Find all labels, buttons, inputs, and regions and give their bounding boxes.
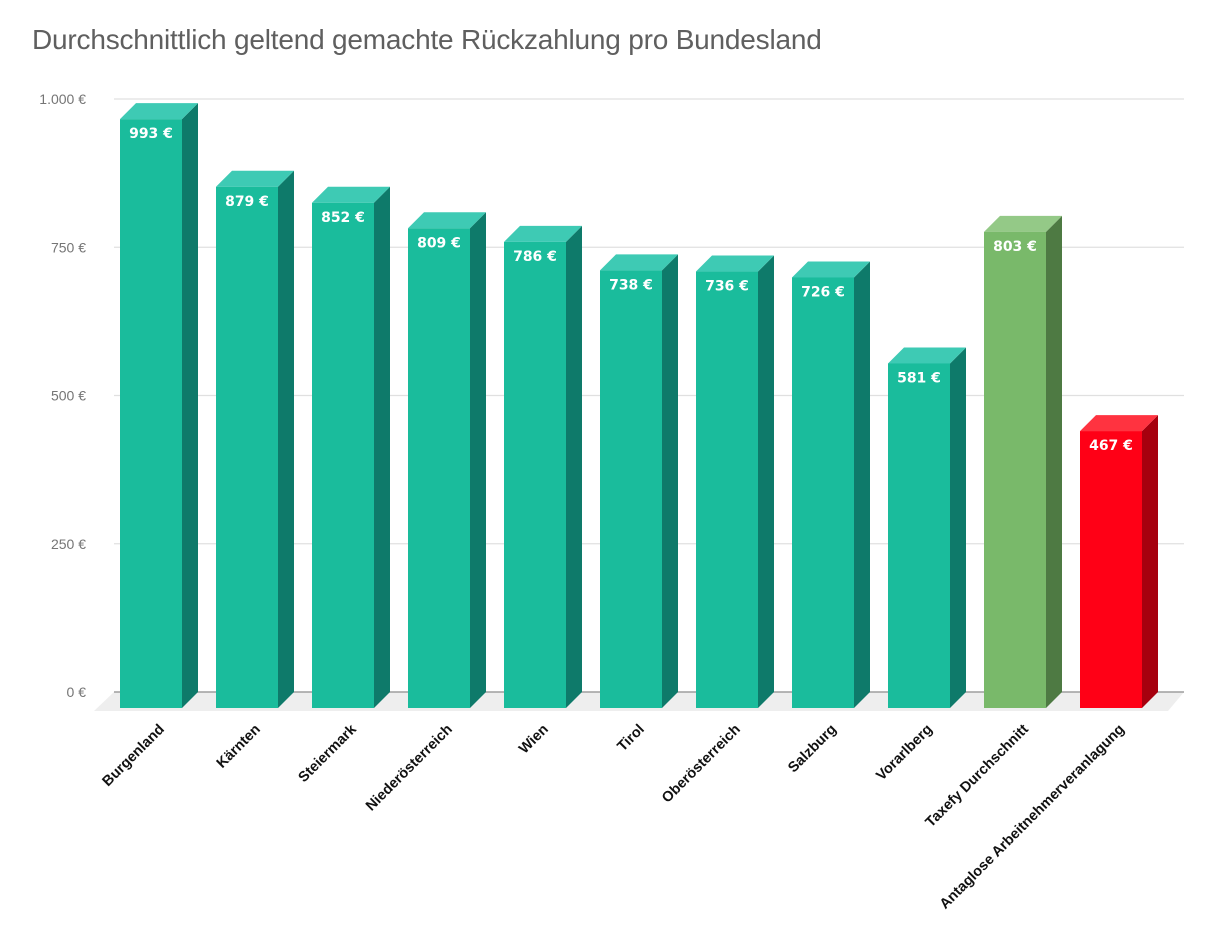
value-label: 786 € <box>513 249 557 265</box>
bar-front-face <box>984 231 1046 709</box>
bar-front-face <box>312 202 374 708</box>
bar-tirol[interactable]: 738 € <box>600 254 678 708</box>
x-category-label: Taxefy Durchschnitt <box>923 721 1032 830</box>
bar-top-face <box>696 255 774 272</box>
value-label: 736 € <box>705 279 749 295</box>
bar-side-face <box>854 261 870 708</box>
value-label: 852 € <box>321 210 365 226</box>
y-tick-label: 250 € <box>51 536 86 552</box>
y-tick-label: 1.000 € <box>39 91 86 107</box>
bar-side-face <box>182 103 198 708</box>
bar-side-face <box>566 225 582 709</box>
bar-front-face <box>504 241 566 709</box>
bar-front-face <box>408 228 470 708</box>
x-category-label: Burgenland <box>100 722 168 790</box>
bar-side-face <box>278 170 294 709</box>
y-tick-label: 500 € <box>51 388 86 404</box>
bar-kärnten[interactable]: 879 € <box>216 170 294 709</box>
bar-salzburg[interactable]: 726 € <box>792 261 870 708</box>
value-label: 993 € <box>129 126 173 142</box>
bar-wien[interactable]: 786 € <box>504 225 582 709</box>
x-category-label: Tirol <box>614 722 647 755</box>
bar-top-face <box>408 212 486 229</box>
bar-top-face <box>1080 415 1158 432</box>
bar-top-face <box>600 254 678 271</box>
bar-top-face <box>312 186 390 203</box>
x-category-label: Niederösterreich <box>363 722 456 815</box>
bars: 993 € 879 € 852 € 809 € 786 € 738 € 736 € 726 €… <box>120 103 1158 709</box>
bar-side-face <box>950 347 966 708</box>
bar-side-face <box>1046 215 1062 709</box>
bar-front-face <box>1080 431 1142 708</box>
bar-top-face <box>792 261 870 278</box>
value-label: 738 € <box>609 277 653 293</box>
x-category-label: Antaglose Arbeitnehmerveranlagung <box>937 722 1128 913</box>
bar-side-face <box>470 212 486 708</box>
bar-front-face <box>696 271 758 708</box>
bar-front-face <box>792 277 854 708</box>
value-label: 467 € <box>1089 438 1133 454</box>
y-tick-label: 750 € <box>51 239 86 255</box>
bar-front-face <box>888 363 950 708</box>
bar-top-face <box>984 215 1062 232</box>
x-category-label: Kärnten <box>214 722 264 772</box>
value-label: 581 € <box>897 370 941 386</box>
bar-niederösterreich[interactable]: 809 € <box>408 212 486 708</box>
bar-side-face <box>662 254 678 708</box>
bar-top-face <box>216 170 294 187</box>
bar-side-face <box>374 186 390 708</box>
bar-side-face <box>1142 415 1158 708</box>
y-tick-label: 0 € <box>67 684 87 700</box>
bar-antaglose-arbeitnehmerveranlagung[interactable]: 467 € <box>1080 415 1158 708</box>
value-label: 803 € <box>993 239 1037 255</box>
x-axis: Burgenland Kärnten Steiermark Niederösterre… <box>100 721 1128 913</box>
value-label: 879 € <box>225 194 269 210</box>
x-category-label: Wien <box>516 722 552 758</box>
bar-top-face <box>888 347 966 364</box>
bar-burgenland[interactable]: 993 € <box>120 103 198 708</box>
value-label: 809 € <box>417 235 461 251</box>
bar-front-face <box>120 119 182 708</box>
bar-oberösterreich[interactable]: 736 € <box>696 255 774 708</box>
bar-front-face <box>600 270 662 708</box>
bar-side-face <box>758 255 774 708</box>
x-category-label: Steiermark <box>296 721 361 786</box>
x-category-label: Salzburg <box>785 722 840 777</box>
bar-top-face <box>120 103 198 120</box>
x-category-label: Oberösterreich <box>659 722 744 807</box>
bar-steiermark[interactable]: 852 € <box>312 186 390 708</box>
bar-vorarlberg[interactable]: 581 € <box>888 347 966 708</box>
bar-taxefy-durchschnitt[interactable]: 803 € <box>984 215 1062 709</box>
y-axis: 0 € 250 € 500 € 750 € 1.000 € <box>39 91 86 700</box>
x-category-label: Vorarlberg <box>873 722 935 784</box>
chart-title: Durchschnittlich geltend gemachte Rückza… <box>32 24 822 55</box>
bar-top-face <box>504 225 582 242</box>
bar-front-face <box>216 186 278 709</box>
value-label: 726 € <box>801 284 845 300</box>
